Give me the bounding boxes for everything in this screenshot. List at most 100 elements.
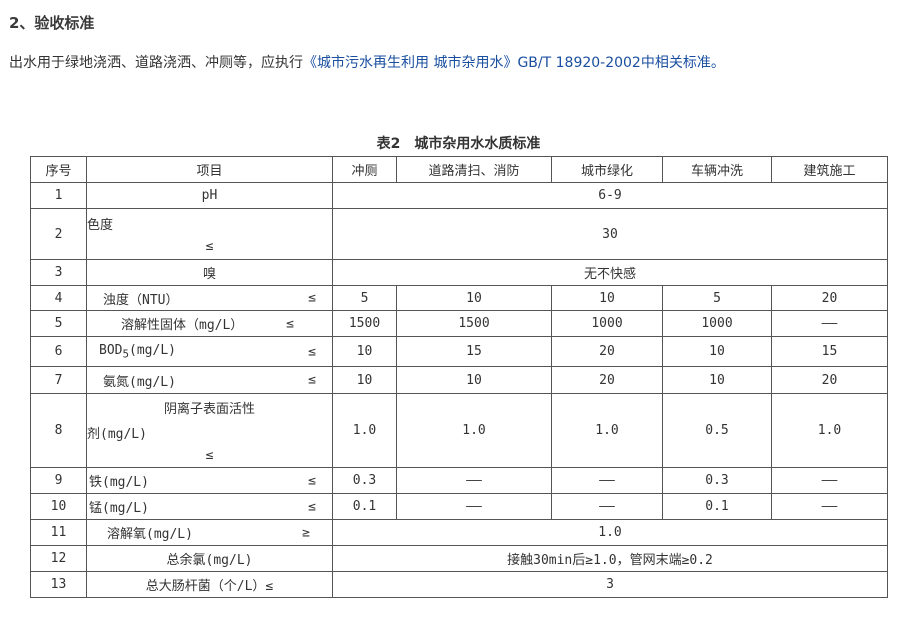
value-cell: 1000 xyxy=(551,310,663,337)
operator: ≤ xyxy=(286,316,294,331)
item-name: 阴离子表面活性 xyxy=(163,402,255,417)
row-number: 1 xyxy=(30,182,87,209)
row-number: 7 xyxy=(30,366,87,394)
operator: ≤ xyxy=(205,448,214,463)
item-cell: 溶解氧(mg/L) ≥ xyxy=(86,519,333,546)
value-cell: —— xyxy=(551,467,663,494)
table-row: 4 浊度（NTU） ≤5 10 10 5 20 xyxy=(30,285,888,311)
item-cell: 铁(mg/L) ≤ xyxy=(86,467,333,494)
item-cell: 色度 ≤ xyxy=(86,208,333,260)
row-number: 9 xyxy=(30,467,87,494)
table-row: 8 阴离子表面活性 剂(mg/L) ≤1.0 1.0 1.0 0.5 1.0 xyxy=(30,393,888,468)
operator: ≤ xyxy=(308,499,316,514)
column-header: 建筑施工 xyxy=(771,156,888,183)
operator: ≤ xyxy=(308,473,316,488)
value-cell: 20 xyxy=(771,366,888,394)
value-cell: 15 xyxy=(771,336,888,367)
item-cell: 总余氯(mg/L) xyxy=(86,545,333,572)
column-header: 车辆冲洗 xyxy=(662,156,772,183)
item-name: 溶解氧(mg/L) xyxy=(107,527,193,542)
item-name: 氨氮(mg/L) xyxy=(103,374,176,390)
value-cell: 1500 xyxy=(332,310,397,337)
row-number: 5 xyxy=(30,310,87,337)
item-cell: 溶解性固体（mg/L） ≤ xyxy=(86,310,333,337)
item-name: 浊度（NTU） xyxy=(103,292,179,308)
value-cell: 10 xyxy=(662,366,772,394)
item-cell: pH xyxy=(86,182,333,209)
column-header: 序号 xyxy=(30,156,87,183)
item-name: 铁(mg/L) xyxy=(89,475,149,490)
value-cell: 0.1 xyxy=(332,493,397,520)
value-cell: —— xyxy=(771,310,888,337)
value-cell: 1500 xyxy=(396,310,552,337)
value-cell: 1.0 xyxy=(332,519,888,546)
item-name: 总大肠杆菌（个/L）≤ xyxy=(145,579,274,594)
table-header-row: 序号 项目 冲厕 道路清扫、消防 城市绿化 车辆冲洗 建筑施工 xyxy=(30,156,888,183)
table-caption: 表2 城市杂用水水质标准 xyxy=(376,136,541,152)
value-cell: 15 xyxy=(396,336,552,367)
table-row: 1 pH 6-9 xyxy=(30,182,888,209)
value-cell: 10 xyxy=(332,336,397,367)
value-cell: 10 xyxy=(662,336,772,367)
operator: ≤ xyxy=(308,372,316,388)
value-cell: —— xyxy=(771,493,888,520)
value-cell: 1.0 xyxy=(551,393,663,468)
column-header: 城市绿化 xyxy=(551,156,663,183)
table-row: 7 氨氮(mg/L) ≤10 10 20 10 20 xyxy=(30,366,888,394)
value-cell: 0.3 xyxy=(662,467,772,494)
item-cell: 锰(mg/L) ≤ xyxy=(86,493,333,520)
value-cell: —— xyxy=(551,493,663,520)
value-cell: 无不快感 xyxy=(332,259,888,286)
item-name: 色度 xyxy=(87,218,114,233)
water-quality-table: 序号 项目 冲厕 道路清扫、消防 城市绿化 车辆冲洗 建筑施工 1 pH 6-9 2 色度 ≤30 3 嗅无… xyxy=(30,156,888,598)
item-name: 锰(mg/L) xyxy=(89,501,149,516)
table-row: 5 溶解性固体（mg/L） ≤1500 1500 1000 1000 —— xyxy=(30,310,888,337)
value-cell: 0.3 xyxy=(332,467,397,494)
column-header: 冲厕 xyxy=(332,156,397,183)
section-heading: 2、验收标准 xyxy=(9,14,95,32)
paragraph-text: 出水用于绿地浇洒、道路浇洒、冲厕等，应执行 xyxy=(9,55,303,71)
operator: ≤ xyxy=(308,344,316,359)
item-name: pH xyxy=(201,188,218,203)
value-cell: 20 xyxy=(551,336,663,367)
intro-paragraph: 出水用于绿地浇洒、道路浇洒、冲厕等，应执行《城市污水再生利用 城市杂用水》GB/… xyxy=(9,52,725,72)
table-row: 10 锰(mg/L) ≤0.1 —— —— 0.1 —— xyxy=(30,493,888,520)
value-cell: 10 xyxy=(396,285,552,311)
value-cell: 1.0 xyxy=(396,393,552,468)
item-name: 嗅 xyxy=(202,267,216,282)
row-number: 13 xyxy=(30,571,87,598)
value-cell: 3 xyxy=(332,571,888,598)
operator: ≤ xyxy=(308,290,316,306)
row-number: 10 xyxy=(30,493,87,520)
value-cell: 1000 xyxy=(662,310,772,337)
standard-link[interactable]: 《城市污水再生利用 城市杂用水》 xyxy=(303,55,518,71)
row-number: 11 xyxy=(30,519,87,546)
value-cell: —— xyxy=(396,493,552,520)
row-number: 6 xyxy=(30,336,87,367)
value-cell: 0.1 xyxy=(662,493,772,520)
row-number: 2 xyxy=(30,208,87,260)
row-number: 4 xyxy=(30,285,87,311)
table-row: 13 总大肠杆菌（个/L）≤ 3 xyxy=(30,571,888,598)
row-number: 8 xyxy=(30,393,87,468)
item-name: 溶解性固体（mg/L） xyxy=(121,318,244,333)
value-cell: 10 xyxy=(332,366,397,394)
value-cell: 5 xyxy=(332,285,397,311)
column-header: 道路清扫、消防 xyxy=(396,156,552,183)
table-row: 9 铁(mg/L) ≤0.3 —— —— 0.3 —— xyxy=(30,467,888,494)
value-cell: 30 xyxy=(332,208,888,260)
operator: ≥ xyxy=(302,525,310,540)
item-cell: 总大肠杆菌（个/L）≤ xyxy=(86,571,333,598)
item-cell: 浊度（NTU） ≤ xyxy=(86,285,333,311)
item-cell: 氨氮(mg/L) ≤ xyxy=(86,366,333,394)
item-name: BOD5(mg/L) xyxy=(99,342,176,361)
row-number: 12 xyxy=(30,545,87,572)
standard-code: GB/T 18920-2002中相关标准。 xyxy=(517,55,725,71)
table-row: 2 色度 ≤30 xyxy=(30,208,888,260)
value-cell: 0.5 xyxy=(662,393,772,468)
value-cell: 10 xyxy=(551,285,663,311)
value-cell: —— xyxy=(396,467,552,494)
value-cell: 接触30min后≥1.0，管网末端≥0.2 xyxy=(332,545,888,572)
value-cell: 1.0 xyxy=(332,393,397,468)
table-row: 6 BOD5(mg/L) ≤10 15 20 10 15 xyxy=(30,336,888,367)
